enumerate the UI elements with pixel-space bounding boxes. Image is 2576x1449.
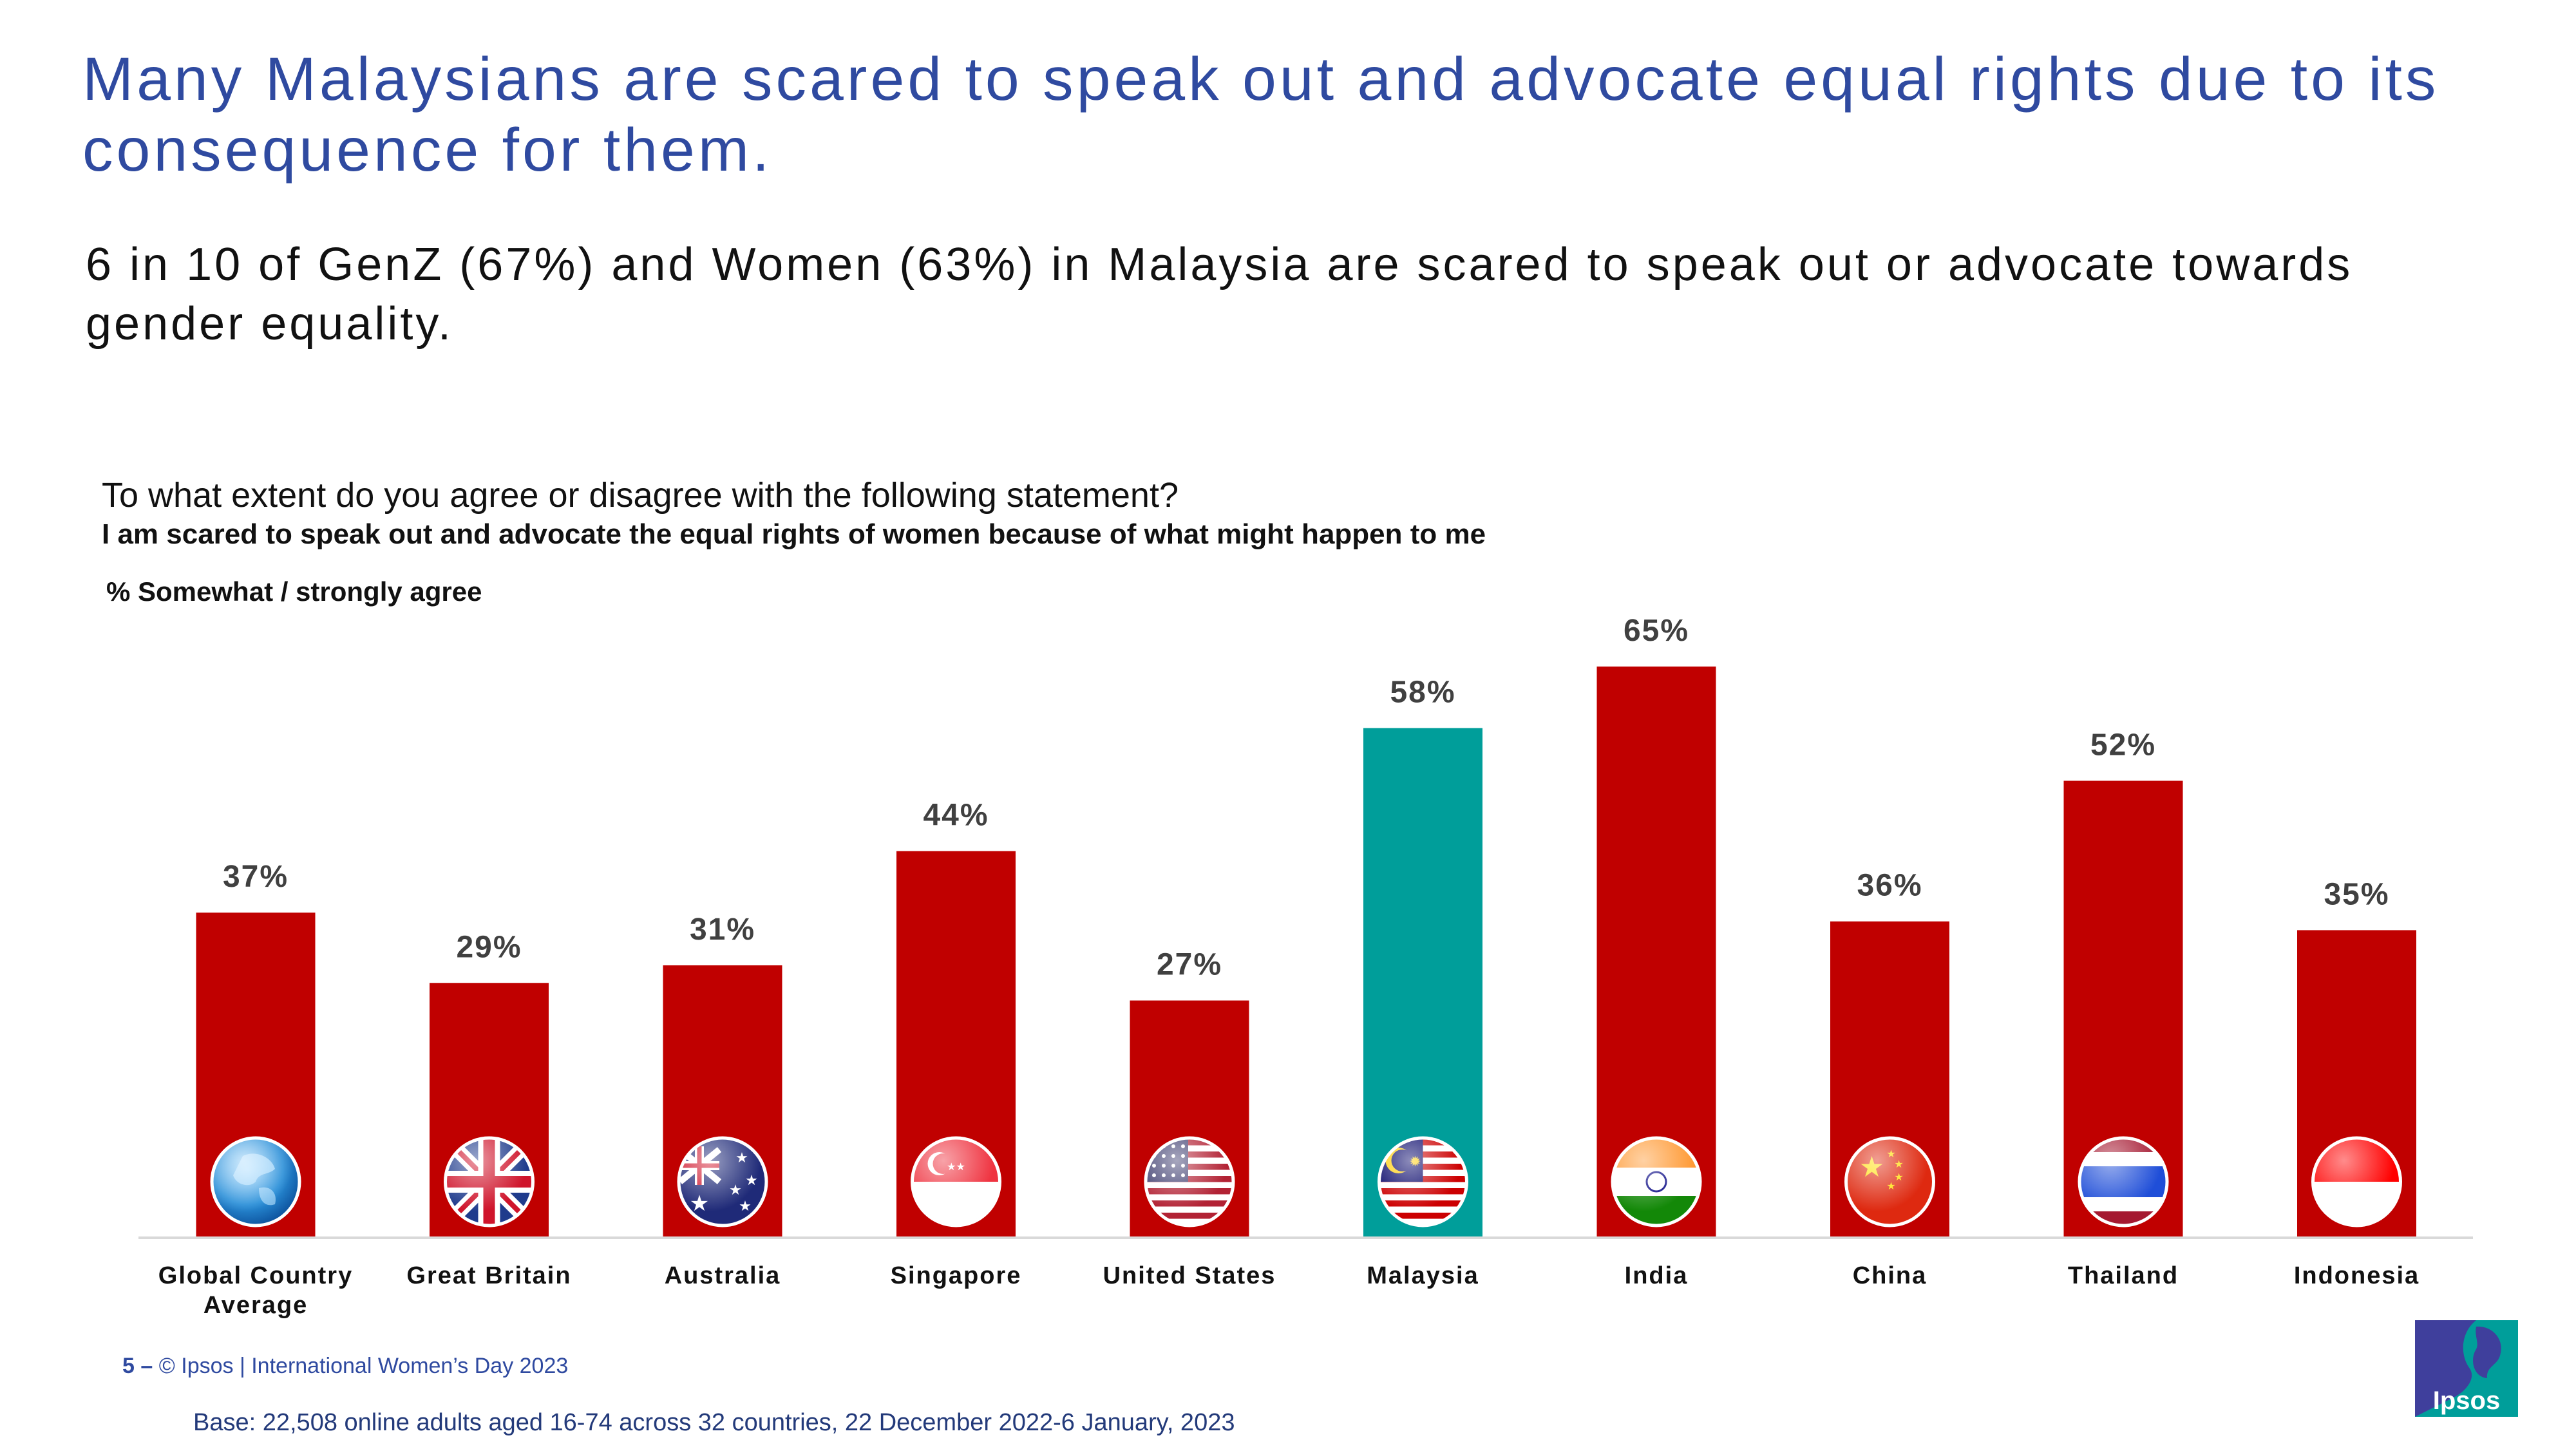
tick-label: Singapore bbox=[891, 1262, 1022, 1289]
data-label: 58% bbox=[1390, 676, 1455, 710]
indonesia-flag-icon bbox=[2311, 1136, 2402, 1227]
malaysia-flag-icon: ✹ bbox=[1378, 1136, 1468, 1227]
tick-label: Indonesia bbox=[2294, 1262, 2420, 1289]
data-label: 65% bbox=[1624, 614, 1689, 648]
tick-label: Great Britain bbox=[406, 1262, 571, 1289]
footer-copyright: © Ipsos | International Women’s Day 2023 bbox=[158, 1354, 569, 1378]
page-number: 5 bbox=[122, 1354, 135, 1378]
tick-label: Thailand bbox=[2068, 1262, 2179, 1289]
page-subtitle: 6 in 10 of GenZ (67%) and Women (63%) in… bbox=[86, 239, 2353, 350]
india-flag-icon bbox=[1611, 1136, 1702, 1227]
data-label: 36% bbox=[1857, 869, 1922, 903]
ipsos-logo: Ipsos bbox=[2415, 1320, 2518, 1417]
tick-label: Global Country Average bbox=[158, 1262, 353, 1319]
data-label: 27% bbox=[1157, 948, 1222, 982]
data-label: 44% bbox=[923, 799, 989, 833]
survey-question: To what extent do you agree or disagree … bbox=[102, 476, 1179, 515]
usa-flag-icon bbox=[1144, 1136, 1235, 1227]
data-label: 29% bbox=[456, 930, 522, 964]
australia-flag-icon: ★★★★★ bbox=[677, 1136, 768, 1227]
uk-flag-icon bbox=[444, 1136, 535, 1227]
singapore-flag-icon: ★★ bbox=[911, 1136, 1001, 1227]
footer-base-note: Base: 22,508 online adults aged 16-74 ac… bbox=[193, 1409, 1235, 1436]
tick-label: China bbox=[1853, 1262, 1927, 1289]
globe-icon bbox=[210, 1136, 301, 1227]
survey-statement: I am scared to speak out and advocate th… bbox=[102, 518, 1486, 550]
tick-label: United States bbox=[1103, 1262, 1276, 1289]
data-label: 31% bbox=[690, 913, 755, 947]
page-title: Many Malaysians are scared to speak out … bbox=[82, 45, 2439, 184]
tick-label: India bbox=[1625, 1262, 1689, 1289]
china-flag-icon: ★★★★★ bbox=[1844, 1136, 1935, 1227]
page-separator: – bbox=[140, 1354, 153, 1378]
tick-label: Malaysia bbox=[1367, 1262, 1479, 1289]
data-label: 35% bbox=[2324, 877, 2389, 911]
thailand-flag-icon bbox=[2078, 1136, 2169, 1227]
tick-label: Australia bbox=[665, 1262, 781, 1289]
data-label: 52% bbox=[2090, 728, 2156, 762]
footer-page: 5 – © Ipsos | International Women’s Day … bbox=[122, 1354, 568, 1379]
measure-label: % Somewhat / strongly agree bbox=[106, 576, 482, 607]
logo-text: Ipsos bbox=[2433, 1387, 2500, 1415]
data-label: 37% bbox=[223, 860, 289, 894]
